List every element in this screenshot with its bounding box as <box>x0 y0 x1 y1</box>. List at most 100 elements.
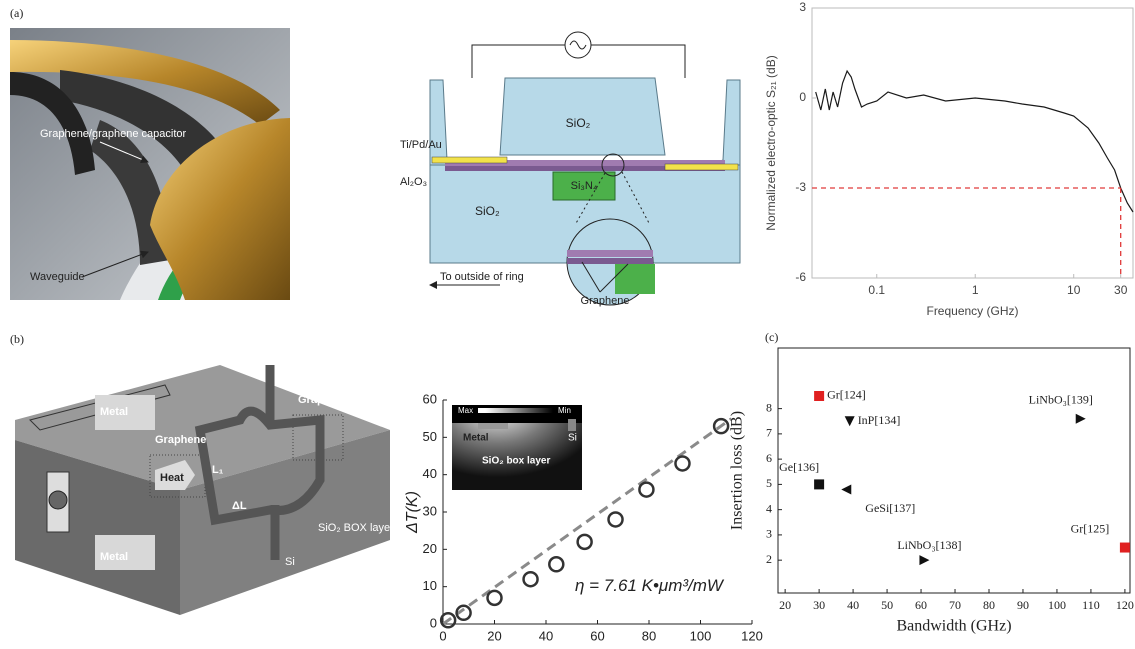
y-tick-label: -6 <box>795 270 806 284</box>
diagram-label: Si₃N₄ <box>571 180 598 192</box>
thermal-inset <box>452 405 582 490</box>
diagram-label: Heat <box>160 472 184 484</box>
page: (a) (b) (c) Graphene/graphene capacitor … <box>0 0 1135 649</box>
point-label: LiNbO₃[138] <box>897 538 961 552</box>
diagram-label: SiO₂ BOX layer <box>318 522 394 534</box>
diagram-label: Metal <box>100 406 128 418</box>
diagram-label: Waveguide <box>30 271 85 283</box>
annotation: η = 7.61 K•μm³/mW <box>575 576 725 595</box>
x-tick-label: 1 <box>972 283 979 297</box>
y-tick-label: 2 <box>766 552 772 566</box>
data-point <box>675 456 689 470</box>
diagram-label: Si <box>285 556 295 568</box>
x-tick-label: 110 <box>1082 598 1100 612</box>
y-tick-label: 3 <box>799 0 806 14</box>
panel-label: (b) <box>10 332 24 346</box>
x-tick-label: 20 <box>779 598 791 612</box>
data-point <box>919 555 929 565</box>
data-point <box>841 484 851 494</box>
x-tick-label: 40 <box>847 598 859 612</box>
y-tick-label: 60 <box>423 391 437 406</box>
x-tick-label: 80 <box>642 628 656 643</box>
data-point <box>814 391 824 401</box>
data-point <box>1076 414 1086 424</box>
y-axis-label: Normalized electro-optic S₂₁ (dB) <box>764 55 778 230</box>
point-label: InP[134] <box>858 413 901 427</box>
y-tick-label: 50 <box>423 429 437 444</box>
y-tick-label: 40 <box>423 466 437 481</box>
y-tick-label: 10 <box>423 578 437 593</box>
x-axis-label: Bandwidth (GHz) <box>896 618 1011 635</box>
y-tick-label: 8 <box>766 400 772 414</box>
point-label: GeSi[137] <box>865 501 915 515</box>
diagram-label: Metal <box>100 551 128 563</box>
y-tick-label: 3 <box>766 527 772 541</box>
x-tick-label: 30 <box>1114 283 1128 297</box>
data-point <box>549 557 563 571</box>
x-tick-label: 120 <box>741 628 763 643</box>
plot-frame <box>812 8 1133 278</box>
y-axis-label: Insertion loss (dB) <box>729 411 746 530</box>
y-tick-label: -3 <box>795 180 806 194</box>
x-tick-label: 80 <box>983 598 995 612</box>
data-line <box>816 71 1133 212</box>
diagram-label: Min <box>558 406 571 415</box>
diagram-label: Ti/Pd/Au <box>400 139 442 151</box>
figure: (a) (b) (c) Graphene/graphene capacitor … <box>0 0 1135 649</box>
diagram-label: SiO₂ <box>475 204 500 218</box>
x-tick-label: 90 <box>1017 598 1029 612</box>
diagram-label: SiO₂ <box>566 116 591 130</box>
x-tick-label: 20 <box>487 628 501 643</box>
diagram-label: Graphene <box>155 434 206 446</box>
x-tick-label: 120 <box>1116 598 1134 612</box>
cross-section <box>430 32 740 305</box>
x-tick-label: 50 <box>881 598 893 612</box>
data-point <box>578 535 592 549</box>
x-tick-label: 40 <box>539 628 553 643</box>
x-axis-label: Frequency (GHz) <box>926 304 1018 318</box>
diagram-label: L₁ <box>212 464 224 476</box>
data-point <box>488 591 502 605</box>
data-point <box>524 572 538 586</box>
diagram-label: SiO₂ box layer <box>482 456 550 467</box>
y-axis-label: ΔT(K) <box>404 491 421 534</box>
data-point <box>609 512 623 526</box>
x-tick-label: 60 <box>915 598 927 612</box>
point-label: LiNbO₃[139] <box>1029 392 1093 406</box>
x-tick-label: 100 <box>1048 598 1066 612</box>
y-tick-label: 20 <box>423 541 437 556</box>
point-label: Gr[125] <box>1071 521 1110 535</box>
diagram-label: Metal <box>463 433 489 444</box>
x-tick-label: 0 <box>439 628 446 643</box>
x-tick-label: 10 <box>1067 283 1081 297</box>
panel-label: (a) <box>10 6 23 20</box>
point-label: Ge[136] <box>779 460 819 474</box>
plot-frame <box>778 348 1130 593</box>
x-tick-label: 30 <box>813 598 825 612</box>
y-tick-label: 0 <box>430 615 437 630</box>
data-point <box>639 483 653 497</box>
y-tick-label: 4 <box>766 501 772 515</box>
x-tick-label: 0.1 <box>868 283 885 297</box>
y-tick-label: 6 <box>766 451 772 465</box>
y-tick-label: 5 <box>766 476 772 490</box>
diagram-label: ΔL <box>232 500 247 512</box>
diagram-label: Al₂O₃ <box>400 176 427 188</box>
y-tick-label: 30 <box>423 503 437 518</box>
point-label: Gr[124] <box>827 388 866 402</box>
diagram-label: Si <box>568 433 577 444</box>
data-point <box>1120 543 1130 553</box>
data-point <box>845 416 855 426</box>
diagram-label: Graphene/graphene capacitor <box>40 128 186 140</box>
diagram-label: Graphene <box>581 295 630 307</box>
data-point <box>814 479 824 489</box>
diagram-label: Max <box>458 406 473 415</box>
diagram-label: To outside of ring <box>440 271 524 283</box>
x-tick-label: 100 <box>690 628 712 643</box>
ring-rendering <box>10 28 290 300</box>
x-tick-label: 70 <box>949 598 961 612</box>
y-tick-label: 7 <box>766 426 772 440</box>
diagram-label: Graphene <box>298 394 349 406</box>
panel-label: (c) <box>765 330 778 344</box>
x-tick-label: 60 <box>590 628 604 643</box>
